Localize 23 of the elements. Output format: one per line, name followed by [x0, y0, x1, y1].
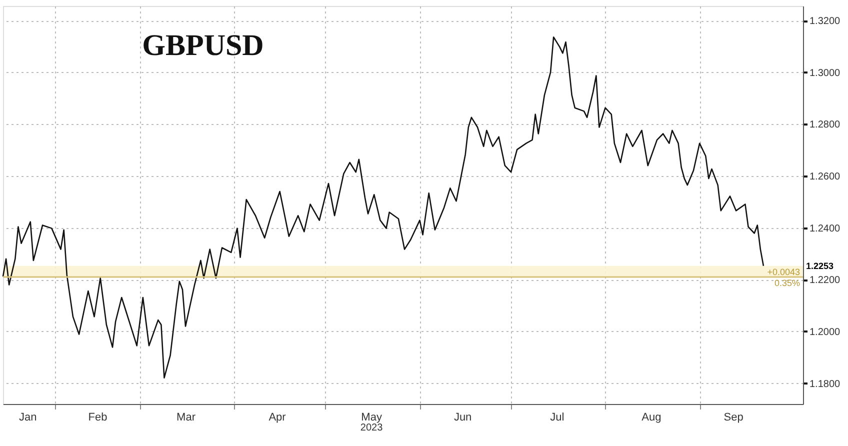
- x-axis-title: 2023: [360, 422, 384, 434]
- annotation: +0.0043: [767, 266, 800, 277]
- y-tick-label: 1.2400: [810, 223, 841, 234]
- y-tick-label: 1.2600: [810, 171, 841, 182]
- annotation: 0.35%: [774, 278, 800, 288]
- y-tick-label: 1.3200: [810, 16, 841, 28]
- x-tick-label: Jul: [550, 412, 564, 424]
- y-tick-label: 1.1800: [810, 378, 841, 390]
- x-tick-label: Feb: [88, 412, 108, 424]
- x-tick-label: Jan: [18, 412, 37, 424]
- x-tick-label: Apr: [268, 412, 286, 424]
- x-tick-label: Sep: [724, 412, 744, 424]
- y-tick-label: 1.2200: [810, 275, 841, 286]
- y-tick-label: 1.2800: [810, 120, 841, 131]
- y-tick-label: 1.2000: [810, 326, 841, 338]
- text: 1.2253: [806, 260, 834, 271]
- y-tick-label: 1.3000: [810, 68, 841, 79]
- line-series: [2, 36, 764, 378]
- x-tick-label: May: [361, 412, 382, 424]
- x-tick-label: Jun: [454, 412, 472, 424]
- x-tick-label: Mar: [176, 412, 196, 424]
- x-tick-label: Aug: [642, 412, 662, 424]
- text: GBPUSD: [142, 29, 264, 62]
